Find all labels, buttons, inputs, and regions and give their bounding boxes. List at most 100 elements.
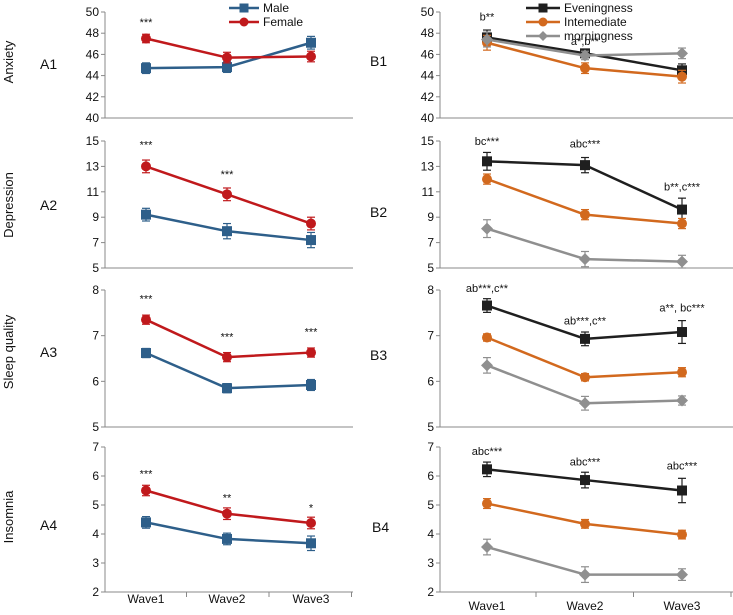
panel-label-b1: B1 — [370, 53, 387, 69]
b2-y-tick-5: 5 — [427, 261, 434, 275]
legend-b: Eveningness Intemediate morningness — [526, 1, 633, 43]
a2-male-point-2 — [222, 226, 232, 237]
a4-y-tick-4: 4 — [92, 527, 99, 541]
b2-intemediate-point-3 — [677, 218, 687, 229]
b1-morningness-point-3 — [676, 47, 688, 60]
b4-y-tick-2: 2 — [427, 585, 434, 599]
a2-male-point-3 — [306, 235, 316, 246]
a4-annotation-2: ** — [223, 493, 232, 505]
a1-y-tick-44: 44 — [86, 69, 100, 83]
panel-b4: 2 3 4 5 6 7 abc*** abc*** abc*** — [427, 440, 733, 599]
b1-annotation-1: b** — [480, 11, 495, 23]
b4-morningness-point-1 — [481, 541, 493, 554]
a2-annotation-1: *** — [140, 140, 154, 152]
a3-annotation-2: *** — [221, 332, 235, 344]
x-label-a-wave2: Wave2 — [209, 592, 246, 606]
b3-y-tick-8: 8 — [427, 283, 434, 297]
a1-annotation-1: *** — [140, 17, 154, 29]
a3-y-tick-6: 6 — [92, 374, 99, 388]
a2-y-tick-7: 7 — [92, 236, 99, 250]
a4-y-tick-6: 6 — [92, 469, 99, 483]
b4-intemediate-point-3 — [677, 529, 687, 540]
x-label-a-wave3: Wave3 — [293, 592, 330, 606]
a1-y-tick-42: 42 — [86, 90, 100, 104]
a3-annotation-1: *** — [140, 293, 154, 305]
b1-morningness-point-1 — [481, 33, 493, 46]
panel-label-b3: B3 — [370, 347, 387, 363]
a1-male-point-2 — [222, 62, 232, 73]
x-label-b-wave2: Wave2 — [567, 599, 604, 613]
b2-morningness-point-2 — [579, 253, 591, 266]
b4-eveningness-point-3 — [677, 485, 687, 496]
legend-b-intemediate-label: Intemediate — [564, 15, 627, 29]
panel-label-a2: A2 — [40, 197, 57, 213]
b2-y-tick-9: 9 — [427, 210, 434, 224]
b1-y-tick-46: 46 — [421, 47, 435, 61]
a2-female-point-2 — [222, 189, 232, 200]
a4-annotation-1: *** — [140, 468, 154, 480]
row-label-depression: Depression — [1, 172, 16, 238]
b3-morningness-point-1 — [481, 359, 493, 372]
b3-morningness-point-3 — [676, 394, 688, 407]
panel-label-a4: A4 — [40, 517, 57, 533]
b2-intemediate-point-1 — [482, 174, 492, 185]
b3-eveningness-point-3 — [677, 327, 687, 338]
a4-male-point-1 — [141, 517, 151, 528]
a2-y-tick-11: 11 — [87, 185, 100, 199]
a3-y-tick-7: 7 — [92, 329, 99, 343]
b1-morningness-point-2 — [579, 49, 591, 62]
b2-eveningness-point-1 — [482, 156, 492, 167]
legend-b-eveningness-label: Eveningness — [564, 1, 633, 15]
b3-annotation-3: a**, bc*** — [659, 302, 705, 314]
a4-male-point-2 — [222, 533, 232, 544]
b4-y-tick-6: 6 — [427, 469, 434, 483]
b2-annotation-3: b**,c*** — [664, 182, 701, 194]
b4-eveningness-point-1 — [482, 464, 492, 475]
a2-y-tick-15: 15 — [86, 134, 100, 148]
panel-label-a1: A1 — [40, 56, 57, 72]
b4-y-tick-4: 4 — [427, 527, 434, 541]
b1-annotation-2: a*,b** — [571, 36, 600, 48]
a1-female-point-1 — [141, 33, 151, 44]
b2-morningness-point-3 — [676, 255, 688, 268]
a2-male-point-1 — [141, 209, 151, 220]
b4-annotation-2: abc*** — [570, 456, 601, 468]
b3-y-tick-5: 5 — [427, 420, 434, 434]
b4-eveningness-point-2 — [580, 475, 590, 486]
a2-y-tick-13: 13 — [86, 159, 100, 173]
b1-y-tick-40: 40 — [421, 111, 435, 125]
legend-b-morningness-label: morningness — [564, 29, 633, 43]
b2-eveningness-point-3 — [677, 204, 687, 215]
a4-female-point-2 — [222, 508, 232, 519]
panel-label-a3: A3 — [40, 344, 57, 360]
b3-intemediate-point-1 — [482, 332, 492, 343]
a4-y-tick-5: 5 — [92, 498, 99, 512]
a1-y-tick-48: 48 — [86, 26, 100, 40]
b2-eveningness-point-2 — [580, 160, 590, 171]
b4-y-tick-3: 3 — [427, 556, 434, 570]
panel-label-b2: B2 — [370, 204, 387, 220]
panel-b3: 5 6 7 8 ab***,c** ab***,c** a**, bc*** — [427, 283, 733, 434]
a3-y-tick-5: 5 — [92, 420, 99, 434]
a1-male-point-1 — [141, 63, 151, 74]
b1-y-tick-44: 44 — [421, 69, 435, 83]
b4-morningness-point-2 — [579, 568, 591, 581]
a2-female-point-1 — [141, 161, 151, 172]
b3-eveningness-point-2 — [580, 333, 590, 344]
a2-annotation-2: *** — [221, 169, 235, 181]
a3-male-point-2 — [222, 383, 232, 394]
a4-male-point-3 — [306, 538, 316, 549]
b2-y-tick-15: 15 — [421, 134, 435, 148]
panel-a2: 5 7 9 11 13 15 *** *** — [86, 134, 353, 275]
a2-female-point-3 — [306, 218, 316, 229]
legend-b-morningness-marker — [538, 31, 548, 41]
a2-y-tick-9: 9 — [92, 210, 99, 224]
b3-annotation-1: ab***,c** — [466, 283, 509, 295]
a1-female-point-3 — [306, 51, 316, 62]
b4-annotation-1: abc*** — [472, 446, 503, 458]
a1-female-point-2 — [222, 52, 232, 63]
b4-intemediate-point-1 — [482, 498, 492, 509]
b4-intemediate-point-2 — [580, 518, 590, 529]
a3-annotation-3: *** — [305, 327, 319, 339]
